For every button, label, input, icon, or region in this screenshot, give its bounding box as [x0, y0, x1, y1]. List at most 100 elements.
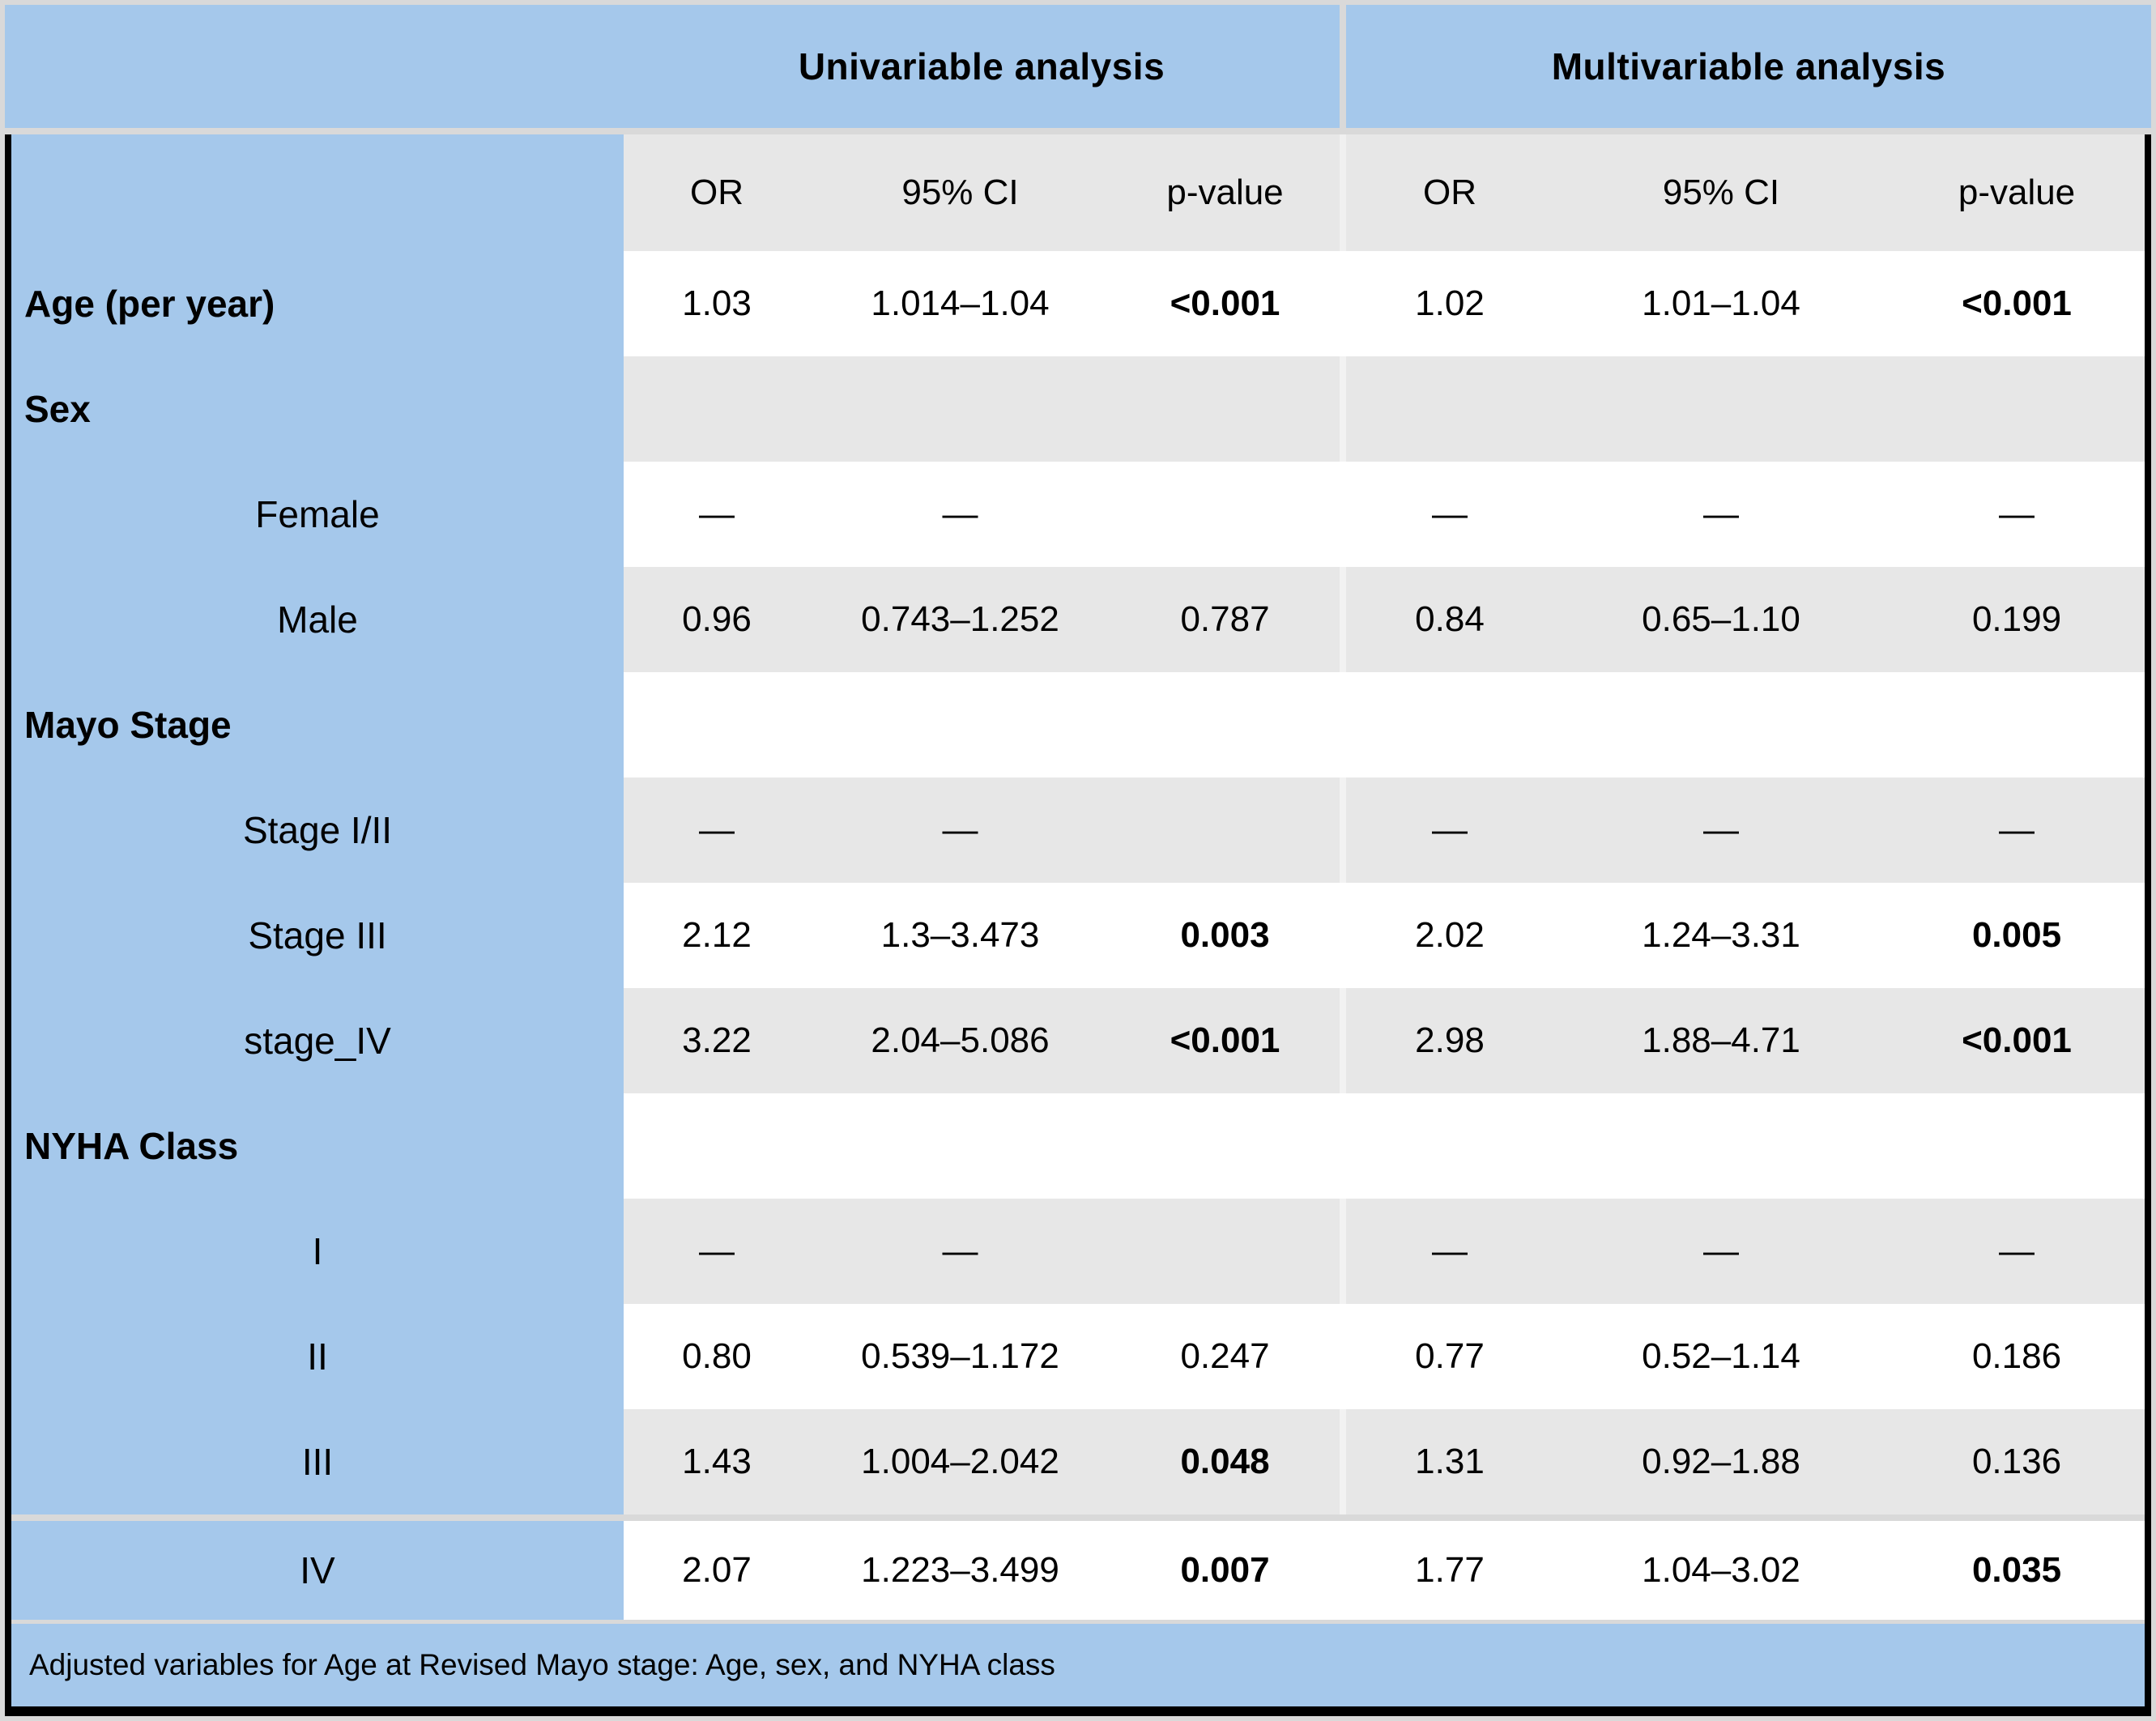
uni-p-value: <0.001: [1110, 988, 1340, 1093]
uni-p-value: [1110, 462, 1340, 567]
uni-p-value: [1110, 356, 1340, 462]
uni-p-value: [1110, 1093, 1340, 1199]
section-divider: [1340, 1093, 1346, 1199]
uni-or-value: [624, 1093, 810, 1199]
section-divider: [1340, 462, 1346, 567]
multi-ci-value: 1.88–4.71: [1553, 988, 1889, 1093]
uni-p-value: 0.003: [1110, 883, 1340, 988]
row-label: Sex: [11, 356, 624, 462]
multi-or-value: 0.77: [1346, 1304, 1553, 1409]
uni-ci-value: 1.3–3.473: [810, 883, 1110, 988]
table-body: OR 95% CI p-value OR 95% CI p-value Age …: [5, 134, 2151, 1716]
multi-p-value: 0.136: [1889, 1409, 2145, 1514]
uni-ci-value: —: [810, 777, 1110, 883]
row-label: Stage I/II: [11, 777, 624, 883]
footnote-text: Adjusted variables for Age at Revised Ma…: [29, 1648, 1055, 1681]
table-row-age: Age (per year) 1.03 1.014–1.04 <0.001 1.…: [11, 251, 2145, 356]
multi-or-value: —: [1346, 1199, 1553, 1304]
multi-p-value: 0.199: [1889, 567, 2145, 672]
uni-ci-header: 95% CI: [810, 134, 1110, 251]
table-footnote: Adjusted variables for Age at Revised Ma…: [11, 1620, 2145, 1706]
table-row-female: Female — — — — —: [11, 462, 2145, 567]
uni-ci-value: [810, 672, 1110, 777]
row-label: NYHA Class: [11, 1093, 624, 1199]
row-label: Male: [11, 567, 624, 672]
row-label: II: [11, 1304, 624, 1409]
multi-or-value: [1346, 672, 1553, 777]
header-separator: [5, 128, 2151, 134]
uni-ci-value: 1.223–3.499: [810, 1521, 1110, 1620]
uni-or-value: —: [624, 462, 810, 567]
section-divider: [1340, 1199, 1346, 1304]
uni-p-value: 0.007: [1110, 1521, 1340, 1620]
row-label: Mayo Stage: [11, 672, 624, 777]
multi-p-value: [1889, 672, 2145, 777]
multi-or-value: 0.84: [1346, 567, 1553, 672]
uni-p-value: [1110, 1199, 1340, 1304]
last-row-separator: [11, 1514, 2145, 1521]
uni-ci-value: 0.539–1.172: [810, 1304, 1110, 1409]
uni-ci-value: [810, 356, 1110, 462]
table-row-nyha-1: I — — — — —: [11, 1199, 2145, 1304]
section-divider: [1340, 134, 1346, 251]
multi-ci-value: 1.24–3.31: [1553, 883, 1889, 988]
uni-or-header: OR: [624, 134, 810, 251]
uni-ci-value: —: [810, 462, 1110, 567]
section-divider: [1340, 1304, 1346, 1409]
multi-ci-value: 1.04–3.02: [1553, 1521, 1889, 1620]
table-row-nyha-4: IV 2.07 1.223–3.499 0.007 1.77 1.04–3.02…: [11, 1521, 2145, 1620]
section-divider: [1340, 5, 1346, 128]
table-row-nyha-3: III 1.43 1.004–2.042 0.048 1.31 0.92–1.8…: [11, 1409, 2145, 1514]
uni-or-value: 3.22: [624, 988, 810, 1093]
uni-p-value: 0.247: [1110, 1304, 1340, 1409]
section-divider: [1340, 251, 1346, 356]
multi-p-value: [1889, 1093, 2145, 1199]
uni-or-value: 0.80: [624, 1304, 810, 1409]
multi-ci-value: —: [1553, 1199, 1889, 1304]
multi-or-value: [1346, 1093, 1553, 1199]
multi-ci-value: 0.65–1.10: [1553, 567, 1889, 672]
multi-ci-value: —: [1553, 462, 1889, 567]
uni-p-value: <0.001: [1110, 251, 1340, 356]
multivariable-analysis-header: Multivariable analysis: [1346, 5, 2151, 128]
uni-p-value: 0.048: [1110, 1409, 1340, 1514]
row-label-spacer: [11, 134, 624, 251]
uni-or-value: 2.07: [624, 1521, 810, 1620]
uni-ci-value: 1.014–1.04: [810, 251, 1110, 356]
multi-ci-value: 0.52–1.14: [1553, 1304, 1889, 1409]
uni-ci-value: 0.743–1.252: [810, 567, 1110, 672]
uni-or-value: 2.12: [624, 883, 810, 988]
row-label: Stage III: [11, 883, 624, 988]
uni-p-value: 0.787: [1110, 567, 1340, 672]
univariable-analysis-header: Univariable analysis: [624, 5, 1340, 128]
multi-or-header: OR: [1346, 134, 1553, 251]
multi-ci-header: 95% CI: [1553, 134, 1889, 251]
uni-or-value: —: [624, 777, 810, 883]
uni-ci-value: [810, 1093, 1110, 1199]
row-label: Age (per year): [11, 251, 624, 356]
row-label: Female: [11, 462, 624, 567]
table-row-mayo-stage: Mayo Stage: [11, 672, 2145, 777]
multi-or-value: —: [1346, 462, 1553, 567]
row-label: stage_IV: [11, 988, 624, 1093]
header-spacer: [5, 5, 624, 128]
multi-or-value: 1.31: [1346, 1409, 1553, 1514]
row-label: I: [11, 1199, 624, 1304]
table-header-band: Univariable analysis Multivariable analy…: [5, 5, 2151, 128]
uni-p-header: p-value: [1110, 134, 1340, 251]
table-row-sex: Sex: [11, 356, 2145, 462]
uni-p-value: [1110, 777, 1340, 883]
multi-ci-value: [1553, 672, 1889, 777]
table-row-nyha-class: NYHA Class: [11, 1093, 2145, 1199]
multi-p-value: —: [1889, 1199, 2145, 1304]
row-label: IV: [11, 1521, 624, 1620]
uni-ci-value: —: [810, 1199, 1110, 1304]
section-divider: [1340, 672, 1346, 777]
multi-or-value: 1.02: [1346, 251, 1553, 356]
uni-or-value: 1.43: [624, 1409, 810, 1514]
multi-p-value: —: [1889, 777, 2145, 883]
multi-p-header: p-value: [1889, 134, 2145, 251]
column-header-row: OR 95% CI p-value OR 95% CI p-value: [11, 134, 2145, 251]
multi-p-value: 0.186: [1889, 1304, 2145, 1409]
